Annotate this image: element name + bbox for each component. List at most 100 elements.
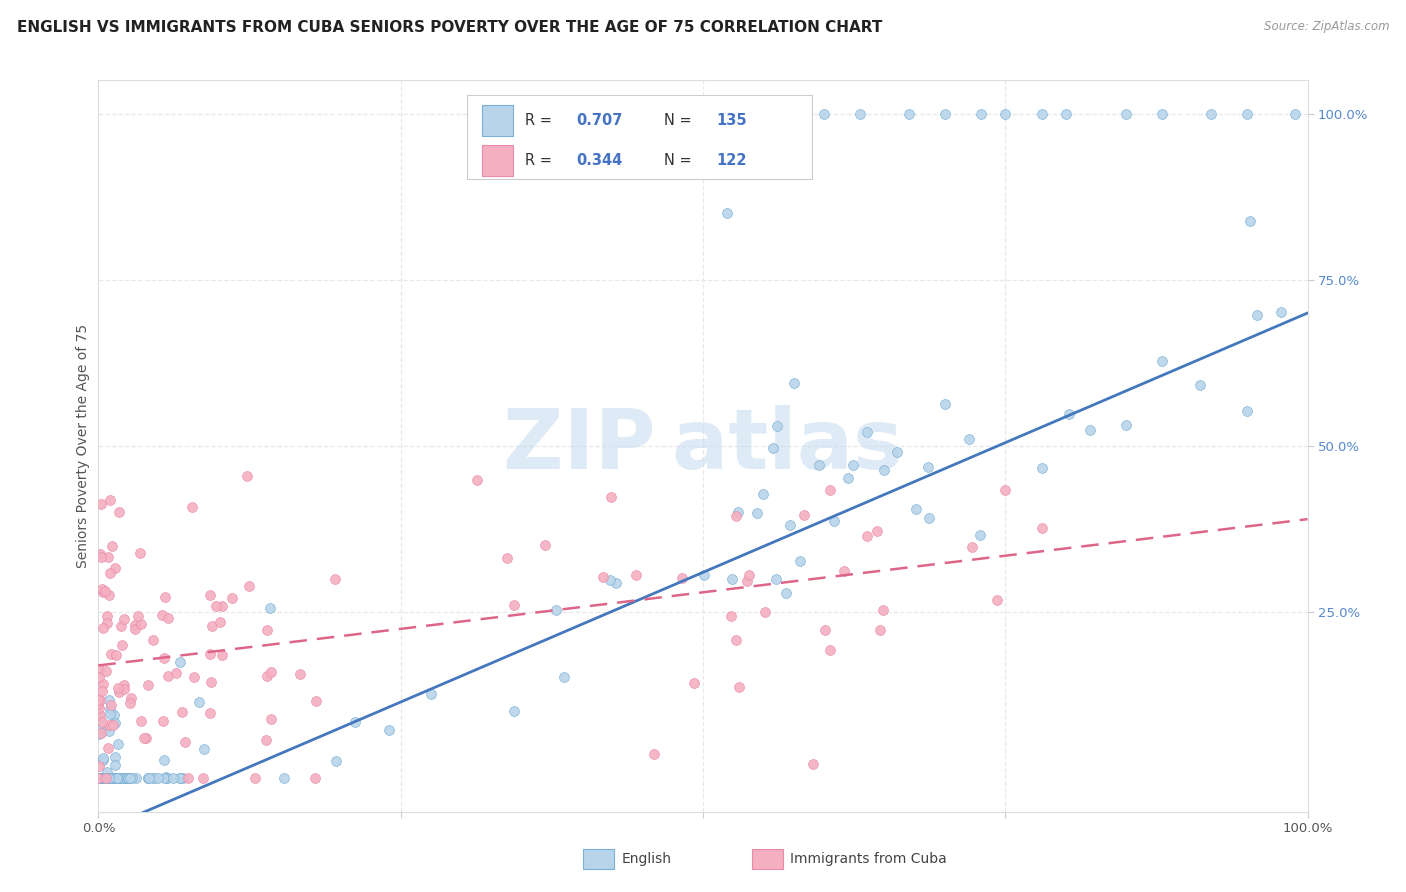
Point	[105, 772, 128, 786]
Point	[169, 772, 191, 786]
Point	[183, 670, 205, 684]
Point	[146, 772, 169, 786]
Point	[129, 617, 152, 632]
Text: 0.344: 0.344	[576, 153, 623, 168]
Point	[98, 493, 121, 508]
Point	[90, 726, 112, 740]
Point	[125, 772, 148, 786]
Point	[957, 433, 980, 447]
Point	[98, 772, 121, 786]
Point	[96, 616, 118, 631]
Point	[152, 608, 174, 623]
Point	[886, 444, 908, 458]
Point	[97, 772, 120, 786]
Point	[108, 685, 131, 699]
Point	[592, 569, 614, 583]
Point	[503, 598, 526, 612]
Point	[90, 683, 112, 698]
Point	[87, 670, 110, 684]
Point	[142, 772, 165, 786]
Point	[93, 751, 115, 765]
Point	[1152, 106, 1174, 120]
Point	[1189, 378, 1212, 392]
Point	[1078, 424, 1101, 438]
Point	[107, 737, 129, 751]
Point	[305, 693, 328, 707]
Point	[671, 571, 693, 585]
Point	[89, 772, 111, 786]
Point	[114, 772, 136, 786]
Point	[105, 772, 128, 786]
Point	[98, 706, 121, 721]
Point	[112, 772, 135, 786]
Text: ENGLISH VS IMMIGRANTS FROM CUBA SENIORS POVERTY OVER THE AGE OF 75 CORRELATION C: ENGLISH VS IMMIGRANTS FROM CUBA SENIORS …	[17, 20, 882, 35]
Point	[98, 702, 121, 716]
Point	[104, 772, 127, 786]
Point	[198, 706, 221, 721]
Point	[1031, 461, 1053, 475]
Point	[897, 106, 920, 120]
Point	[107, 772, 129, 786]
Point	[98, 724, 121, 739]
Point	[152, 753, 174, 767]
Point	[724, 633, 747, 648]
Point	[105, 772, 128, 786]
Point	[259, 665, 281, 680]
Point	[177, 772, 200, 786]
Point	[97, 549, 120, 564]
Point	[495, 550, 517, 565]
Point	[135, 731, 157, 746]
Point	[89, 772, 111, 786]
Point	[153, 772, 176, 786]
Point	[98, 588, 121, 602]
FancyBboxPatch shape	[467, 95, 811, 179]
Point	[720, 608, 742, 623]
Point	[169, 655, 191, 669]
Point	[87, 772, 110, 786]
Point	[187, 695, 209, 709]
Point	[104, 772, 127, 786]
Point	[112, 681, 135, 696]
Point	[205, 599, 228, 614]
Point	[1246, 308, 1268, 322]
Point	[120, 690, 142, 705]
Point	[986, 593, 1008, 607]
Point	[716, 106, 738, 120]
Point	[103, 772, 125, 786]
Text: Source: ZipAtlas.com: Source: ZipAtlas.com	[1264, 20, 1389, 33]
Point	[124, 618, 146, 632]
Point	[807, 458, 830, 472]
Point	[243, 772, 266, 786]
Point	[89, 772, 111, 786]
Point	[325, 754, 347, 768]
Point	[110, 772, 132, 786]
Point	[1031, 521, 1053, 535]
Point	[120, 772, 142, 786]
Point	[238, 579, 260, 593]
Point	[738, 568, 761, 582]
Point	[117, 772, 139, 786]
Point	[260, 712, 283, 726]
Point	[221, 591, 243, 606]
Point	[1236, 403, 1258, 417]
Point	[98, 693, 121, 707]
Point	[87, 772, 110, 786]
Point	[153, 650, 176, 665]
Point	[725, 509, 748, 524]
Point	[467, 473, 489, 487]
Point	[643, 747, 665, 761]
Point	[803, 757, 825, 772]
Point	[605, 576, 627, 591]
Point	[91, 621, 114, 635]
Point	[1239, 214, 1261, 228]
Y-axis label: Seniors Poverty Over the Age of 75: Seniors Poverty Over the Age of 75	[76, 324, 90, 568]
Point	[117, 772, 139, 786]
Point	[842, 458, 865, 473]
Point	[856, 425, 879, 439]
Point	[728, 681, 751, 695]
Text: English: English	[621, 852, 672, 866]
Point	[107, 681, 129, 695]
Point	[960, 541, 983, 555]
Point	[934, 397, 956, 411]
Point	[157, 611, 180, 625]
